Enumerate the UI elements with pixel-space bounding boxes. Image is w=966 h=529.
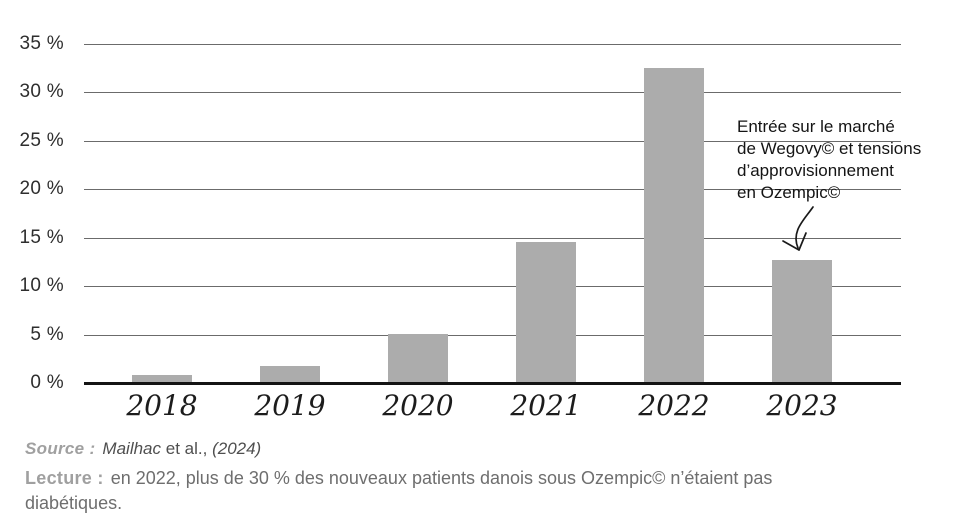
gridline-35 [84, 44, 901, 45]
bar-2018 [132, 375, 192, 383]
gridline-20 [84, 189, 901, 190]
y-axis-tick-30: 30 % [19, 81, 64, 102]
x-axis-label-2019: 2019 [254, 389, 326, 422]
y-axis-tick-35: 35 % [19, 33, 64, 54]
y-axis-tick-0: 0 % [30, 372, 64, 393]
lecture-line: Lecture : en 2022, plus de 30 % des nouve… [25, 466, 850, 516]
lecture-label: Lecture : [25, 468, 104, 488]
gridline-15 [84, 238, 901, 239]
chart-footer: Source : Mailhac et al., (2024) Lecture :… [25, 437, 905, 516]
x-axis-label-2018: 2018 [126, 389, 198, 422]
gridline-25 [84, 141, 901, 142]
gridline-10 [84, 286, 901, 287]
y-axis-tick-10: 10 % [19, 275, 64, 296]
annotation-text: Entrée sur le marché de Wegovy© et tensi… [737, 117, 922, 202]
y-axis-tick-20: 20 % [19, 178, 64, 199]
bar-2019 [260, 366, 320, 383]
x-axis-label-2022: 2022 [638, 389, 710, 422]
y-axis-tick-25: 25 % [19, 130, 64, 151]
bar-2021 [516, 242, 576, 383]
bar-2022 [644, 68, 704, 383]
x-axis-label-2020: 2020 [382, 389, 454, 422]
source-line: Source : Mailhac et al., (2024) [25, 437, 905, 460]
gridline-30 [84, 92, 901, 93]
x-axis-line [84, 382, 901, 385]
x-axis-label-2023: 2023 [766, 389, 838, 422]
source-year: (2024) [212, 439, 262, 458]
bar-2023 [772, 260, 832, 383]
source-label: Source : [25, 439, 96, 458]
y-axis-tick-5: 5 % [30, 324, 64, 345]
x-axis-label-2021: 2021 [510, 389, 582, 422]
source-author: Mailhac [102, 439, 162, 458]
bar-2020 [388, 334, 448, 383]
lecture-text: en 2022, plus de 30 % des nouveaux patie… [25, 468, 773, 513]
gridline-5 [84, 335, 901, 336]
y-axis-tick-15: 15 % [19, 227, 64, 248]
source-etal: et al., [165, 439, 208, 458]
